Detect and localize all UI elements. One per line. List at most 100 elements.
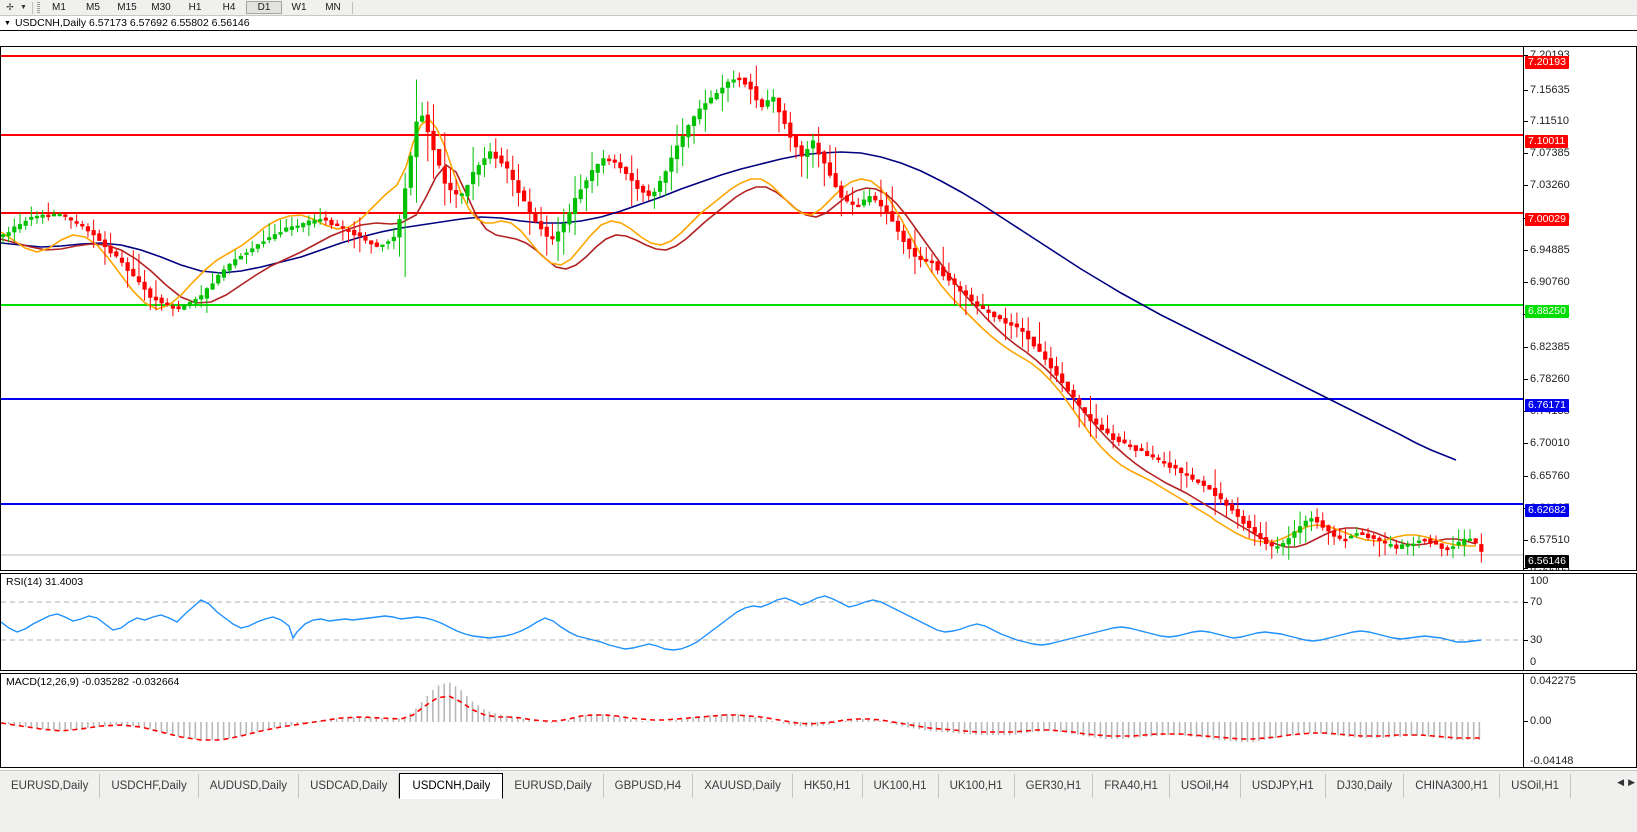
candle-body [1099,424,1104,431]
candle-body [697,108,702,120]
candle-body [1196,479,1201,483]
candle-body [935,261,940,271]
chart-tab-dj30-daily[interactable]: DJ30,Daily [1326,774,1405,798]
candle-body [1145,450,1150,457]
timeframe-h1[interactable]: H1 [188,2,202,13]
chart-tab-eurusd-daily[interactable]: EURUSD,Daily [503,774,604,798]
timeframe-m5[interactable]: M5 [86,2,100,13]
candle-body [1218,493,1223,500]
candle-body [301,223,306,228]
timeframe-d1[interactable]: D1 [246,1,282,14]
candle-body [737,77,742,81]
chart-tab-usdjpy-h1[interactable]: USDJPY,H1 [1241,774,1326,798]
candle-body [918,255,923,261]
chart-tab-usdcad-daily[interactable]: USDCAD,Daily [299,774,400,798]
timeframe-w1[interactable]: W1 [291,2,307,13]
candle-body [68,217,74,221]
candle-body [1258,533,1263,540]
chart-tab-label: XAUUSD,Daily [704,780,781,792]
candle-body [335,223,340,227]
cursor-icon[interactable]: ✢ [6,2,14,12]
timeframe-m15[interactable]: M15 [117,2,137,13]
chart-tab-usoil-h1[interactable]: USOil,H1 [1500,774,1572,798]
candle-body [182,304,187,310]
chart-tab-usdcnh-daily[interactable]: USDCNH,Daily [399,773,504,799]
candle-body [975,301,980,307]
price-chart-panel[interactable]: 7.20193 7.15635 7.11510 7.07385 7.03260 … [0,46,1637,574]
candle-body [1371,535,1376,539]
candle-body [1439,543,1444,549]
price-tick-7: 6.90760 [1530,276,1570,288]
price-tick-12: 6.70010 [1530,437,1570,449]
chart-tab-hk50-h1[interactable]: HK50,H1 [793,774,863,798]
macd-indicator-panel[interactable]: MACD(12,26,9) -0.035282 -0.032664 0.0422… [0,673,1637,768]
rsi-plot-area[interactable] [1,574,1523,670]
timeframe-m1[interactable]: M1 [52,2,66,13]
timeframe-mn[interactable]: MN [325,2,341,13]
candle-body [289,226,294,230]
candle-body [244,252,249,255]
candle-body [420,115,425,122]
chart-tab-eurusd-daily[interactable]: EURUSD,Daily [0,774,101,798]
chart-tab-usdchf-daily[interactable]: USDCHF,Daily [100,774,199,798]
chart-tab-usoil-h4[interactable]: USOil,H4 [1170,774,1241,798]
price-label-support-1: 6.76171 [1525,399,1569,412]
candle-body [555,231,561,242]
chart-tab-china300-h1[interactable]: CHINA300,H1 [1404,774,1501,798]
candle-body [1473,538,1478,544]
candle-body [1105,428,1110,434]
candle-body [459,193,464,196]
candle-body [884,205,889,213]
tab-nav-prev-icon[interactable]: ◀ [1617,777,1625,787]
candle-body [278,232,283,235]
chart-tab-audusd-daily[interactable]: AUDUSD,Daily [199,774,300,798]
candle-body [499,155,504,164]
macd-tick-top: 0.042275 [1530,675,1576,687]
chart-menu-caret-icon[interactable]: ▼ [4,19,11,27]
price-plot-area[interactable] [1,47,1523,570]
dropdown-caret-icon[interactable]: ▼ [20,4,27,11]
chart-tab-ger30-h1[interactable]: GER30,H1 [1015,774,1094,798]
price-tick-9: 6.82385 [1530,341,1570,353]
toolbar-divider-2 [352,1,353,14]
chart-tab-label: USDCNH,Daily [412,780,491,792]
chart-tab-label: USOil,H4 [1180,780,1229,792]
chart-tab-label: GER30,H1 [1025,780,1082,792]
candle-body [533,212,538,223]
candle-body [997,315,1002,320]
candle-body [1190,474,1195,480]
chart-tab-xauusd-daily[interactable]: XAUUSD,Daily [693,774,793,798]
candle-body [1433,540,1439,545]
candle-body [374,242,379,247]
candle-body [1405,544,1410,547]
candle-body [204,288,210,299]
timeframe-m30[interactable]: M30 [151,2,171,13]
candle-body [567,212,572,225]
candle-body [759,99,765,108]
candle-body [1263,537,1269,544]
candle-body [941,266,946,277]
rsi-tick-70: 70 [1530,596,1543,608]
tab-nav-next-icon[interactable]: ▶ [1628,777,1635,787]
chart-tab-label: EURUSD,Daily [514,780,592,792]
macd-plot-area[interactable] [1,674,1523,767]
timeframe-h4[interactable]: H4 [222,2,236,13]
candle-body [1043,351,1048,360]
candle-body [527,201,532,213]
chart-tab-uk100-h1[interactable]: UK100,H1 [863,774,939,798]
candle-body [867,196,872,203]
candle-body [1269,542,1274,547]
candle-body [369,240,374,245]
chart-tab-gbpusd-h4[interactable]: GBPUSD,H4 [604,774,694,798]
candle-body [901,230,906,242]
candle-body [176,306,181,310]
chart-tab-fra40-h1[interactable]: FRA40,H1 [1093,774,1170,798]
candle-body [1179,467,1184,474]
candle-body [538,221,544,230]
candle-body [476,164,481,175]
toolbar-grip-handle[interactable] [35,1,42,14]
rsi-indicator-panel[interactable]: RSI(14) 31.4003 100 70 30 0 [0,573,1637,671]
candle-body [318,219,323,222]
chart-tab-uk100-h1[interactable]: UK100,H1 [939,774,1015,798]
candle-body [346,229,351,232]
